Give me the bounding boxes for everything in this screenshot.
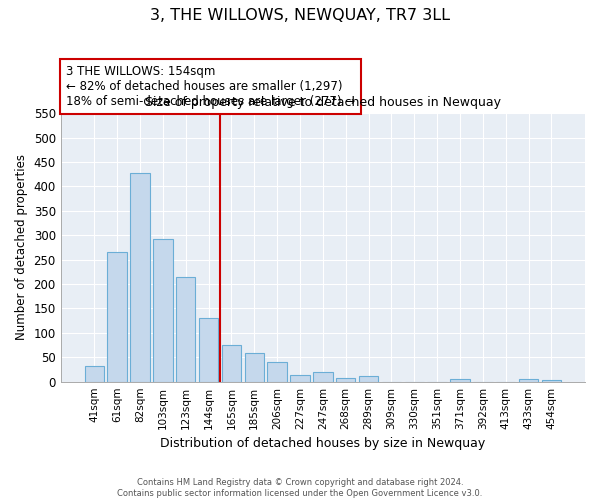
Bar [336, 378, 355, 382]
Bar [313, 372, 332, 382]
Bar [542, 380, 561, 382]
Text: 3, THE WILLOWS, NEWQUAY, TR7 3LL: 3, THE WILLOWS, NEWQUAY, TR7 3LL [150, 8, 450, 22]
Bar [290, 375, 310, 382]
Bar [130, 173, 149, 382]
Y-axis label: Number of detached properties: Number of detached properties [15, 154, 28, 340]
Bar [176, 276, 196, 382]
Bar [153, 238, 173, 382]
Bar [221, 345, 241, 382]
Bar [519, 379, 538, 382]
Bar [245, 353, 264, 382]
Bar [450, 379, 470, 382]
Bar [85, 366, 104, 382]
Text: 3 THE WILLOWS: 154sqm
← 82% of detached houses are smaller (1,297)
18% of semi-d: 3 THE WILLOWS: 154sqm ← 82% of detached … [66, 65, 355, 108]
Bar [107, 252, 127, 382]
X-axis label: Distribution of detached houses by size in Newquay: Distribution of detached houses by size … [160, 437, 485, 450]
Text: Contains HM Land Registry data © Crown copyright and database right 2024.
Contai: Contains HM Land Registry data © Crown c… [118, 478, 482, 498]
Bar [199, 318, 218, 382]
Title: Size of property relative to detached houses in Newquay: Size of property relative to detached ho… [145, 96, 501, 110]
Bar [268, 362, 287, 382]
Bar [359, 376, 378, 382]
